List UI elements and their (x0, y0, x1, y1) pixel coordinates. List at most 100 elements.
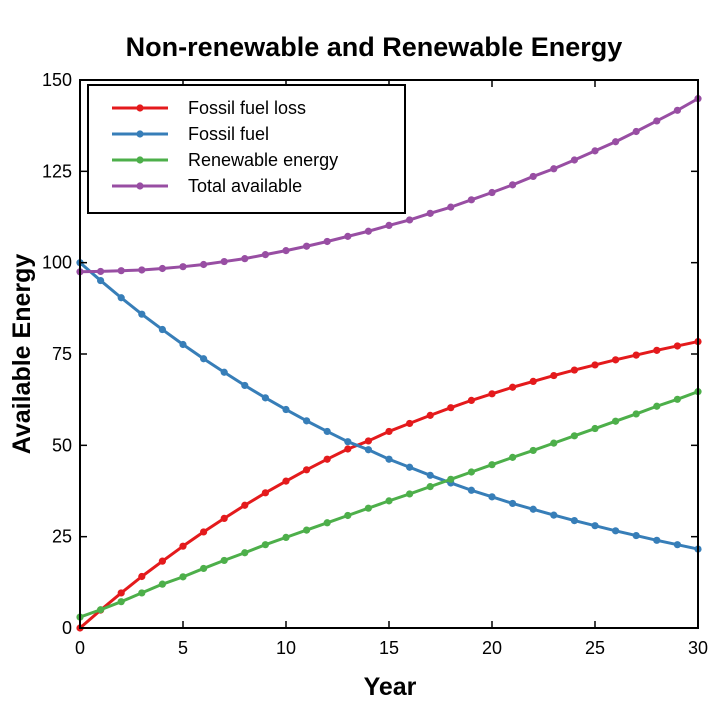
x-tick-label: 5 (178, 638, 188, 658)
renewable-energy-point (364, 504, 372, 512)
total-available-point (653, 117, 661, 125)
fossil-fuel-point (179, 340, 187, 349)
renewable-energy-point (344, 511, 352, 520)
total-available-point (117, 267, 125, 275)
total-available-point (406, 216, 414, 224)
total-available-point (467, 196, 475, 204)
fossil-fuel-point (673, 541, 682, 549)
renewable-energy-point (673, 395, 682, 403)
renewable-energy-point (570, 432, 579, 440)
renewable-energy-point (488, 461, 496, 469)
fossil-fuel-loss-point (653, 346, 661, 354)
fossil-fuel-point (220, 368, 228, 376)
legend-swatch-marker (136, 104, 144, 112)
fossil-fuel-loss-point (508, 383, 517, 391)
y-tick-label: 50 (52, 435, 72, 455)
fossil-fuel-point (364, 446, 372, 454)
fossil-fuel-loss-line (79, 340, 699, 630)
fossil-fuel-loss-point (364, 437, 372, 445)
legend-item-renewable-energy: Renewable energy (112, 150, 338, 170)
fossil-fuel-point (241, 381, 249, 390)
legend-swatch-marker (136, 182, 144, 190)
fossil-fuel-loss-point (344, 445, 352, 453)
renewable-energy-point (323, 519, 331, 527)
fossil-fuel-point (591, 522, 599, 530)
fossil-fuel-point (97, 276, 105, 285)
x-tick-label: 0 (75, 638, 85, 658)
y-tick-label: 125 (42, 161, 72, 181)
renewable-energy-point (612, 417, 620, 425)
total-available-point (570, 156, 579, 164)
renewable-energy-point (241, 549, 249, 557)
renewable-energy-point (303, 526, 311, 534)
renewable-energy-point (550, 439, 558, 447)
legend-swatch-marker (136, 130, 144, 138)
renewable-energy-point (508, 453, 517, 461)
fossil-fuel-point (406, 463, 414, 471)
renewable-energy-point (447, 475, 455, 483)
fossil-fuel-point (508, 499, 517, 508)
fossil-fuel-point (158, 325, 166, 334)
fossil-fuel-point (138, 310, 146, 318)
total-available-point (673, 106, 682, 114)
fossil-fuel-loss-point (138, 572, 146, 581)
x-tick-label: 30 (688, 638, 708, 658)
total-available-point (612, 138, 620, 146)
fossil-fuel-point (488, 493, 496, 501)
renewable-energy-point (158, 580, 166, 588)
fossil-fuel-loss-point (200, 528, 208, 536)
y-tick-label: 150 (42, 70, 72, 90)
y-axis-label: Available Energy (8, 254, 36, 455)
fossil-fuel-loss-point (467, 396, 475, 404)
renewable-energy-point (138, 589, 146, 597)
fossil-fuel-point (200, 355, 208, 363)
fossil-fuel-point (344, 438, 352, 446)
renewable-energy-point (261, 541, 269, 549)
fossil-fuel-point (426, 471, 434, 479)
legend-swatch-marker (136, 156, 144, 164)
legend-item-total-available: Total available (112, 176, 302, 196)
total-available-point (344, 232, 352, 240)
fossil-fuel-loss-point (241, 501, 249, 509)
total-available-point (200, 260, 208, 269)
fossil-fuel-line (79, 261, 699, 551)
fossil-fuel-loss-point (591, 361, 599, 369)
total-available-point (488, 188, 496, 197)
fossil-fuel-point (570, 516, 579, 525)
fossil-fuel-loss-point (117, 589, 125, 597)
legend-label: Fossil fuel loss (188, 98, 306, 118)
fossil-fuel-loss-point (570, 366, 579, 374)
renewable-energy-point (591, 424, 599, 433)
renewable-energy-point (117, 598, 125, 606)
x-tick-label: 20 (482, 638, 502, 658)
renewable-energy-point (467, 468, 475, 476)
fossil-fuel-loss-point (220, 514, 228, 523)
renewable-energy-point (653, 402, 661, 410)
fossil-fuel-loss-point (158, 557, 166, 565)
fossil-fuel-loss-point (612, 356, 620, 364)
renewable-energy-point (385, 497, 393, 505)
fossil-fuel-point (550, 511, 558, 519)
total-available-point (529, 172, 537, 181)
fossil-fuel-loss-point (261, 489, 269, 497)
total-available-point (426, 209, 434, 217)
fossil-fuel-loss-point (282, 477, 290, 485)
renewable-energy-point (426, 483, 434, 491)
total-available-point (282, 247, 290, 255)
fossil-fuel-loss-point (179, 542, 187, 550)
fossil-fuel-loss-point (426, 411, 434, 419)
total-available-point (158, 264, 166, 273)
fossil-fuel-point (632, 531, 640, 540)
series-layer (76, 95, 702, 632)
legend-item-fossil-fuel: Fossil fuel (112, 124, 269, 144)
fossil-fuel-loss-point (323, 455, 331, 463)
legend-item-fossil-fuel-loss: Fossil fuel loss (112, 98, 306, 118)
series-fossil-fuel-loss (76, 337, 702, 632)
fossil-fuel-loss-point (303, 466, 311, 474)
total-available-point (220, 257, 228, 266)
total-available-point (364, 227, 372, 235)
fossil-fuel-point (467, 486, 475, 494)
legend-label: Renewable energy (188, 150, 338, 170)
total-available-point (323, 237, 331, 246)
series-total-available (76, 95, 702, 276)
